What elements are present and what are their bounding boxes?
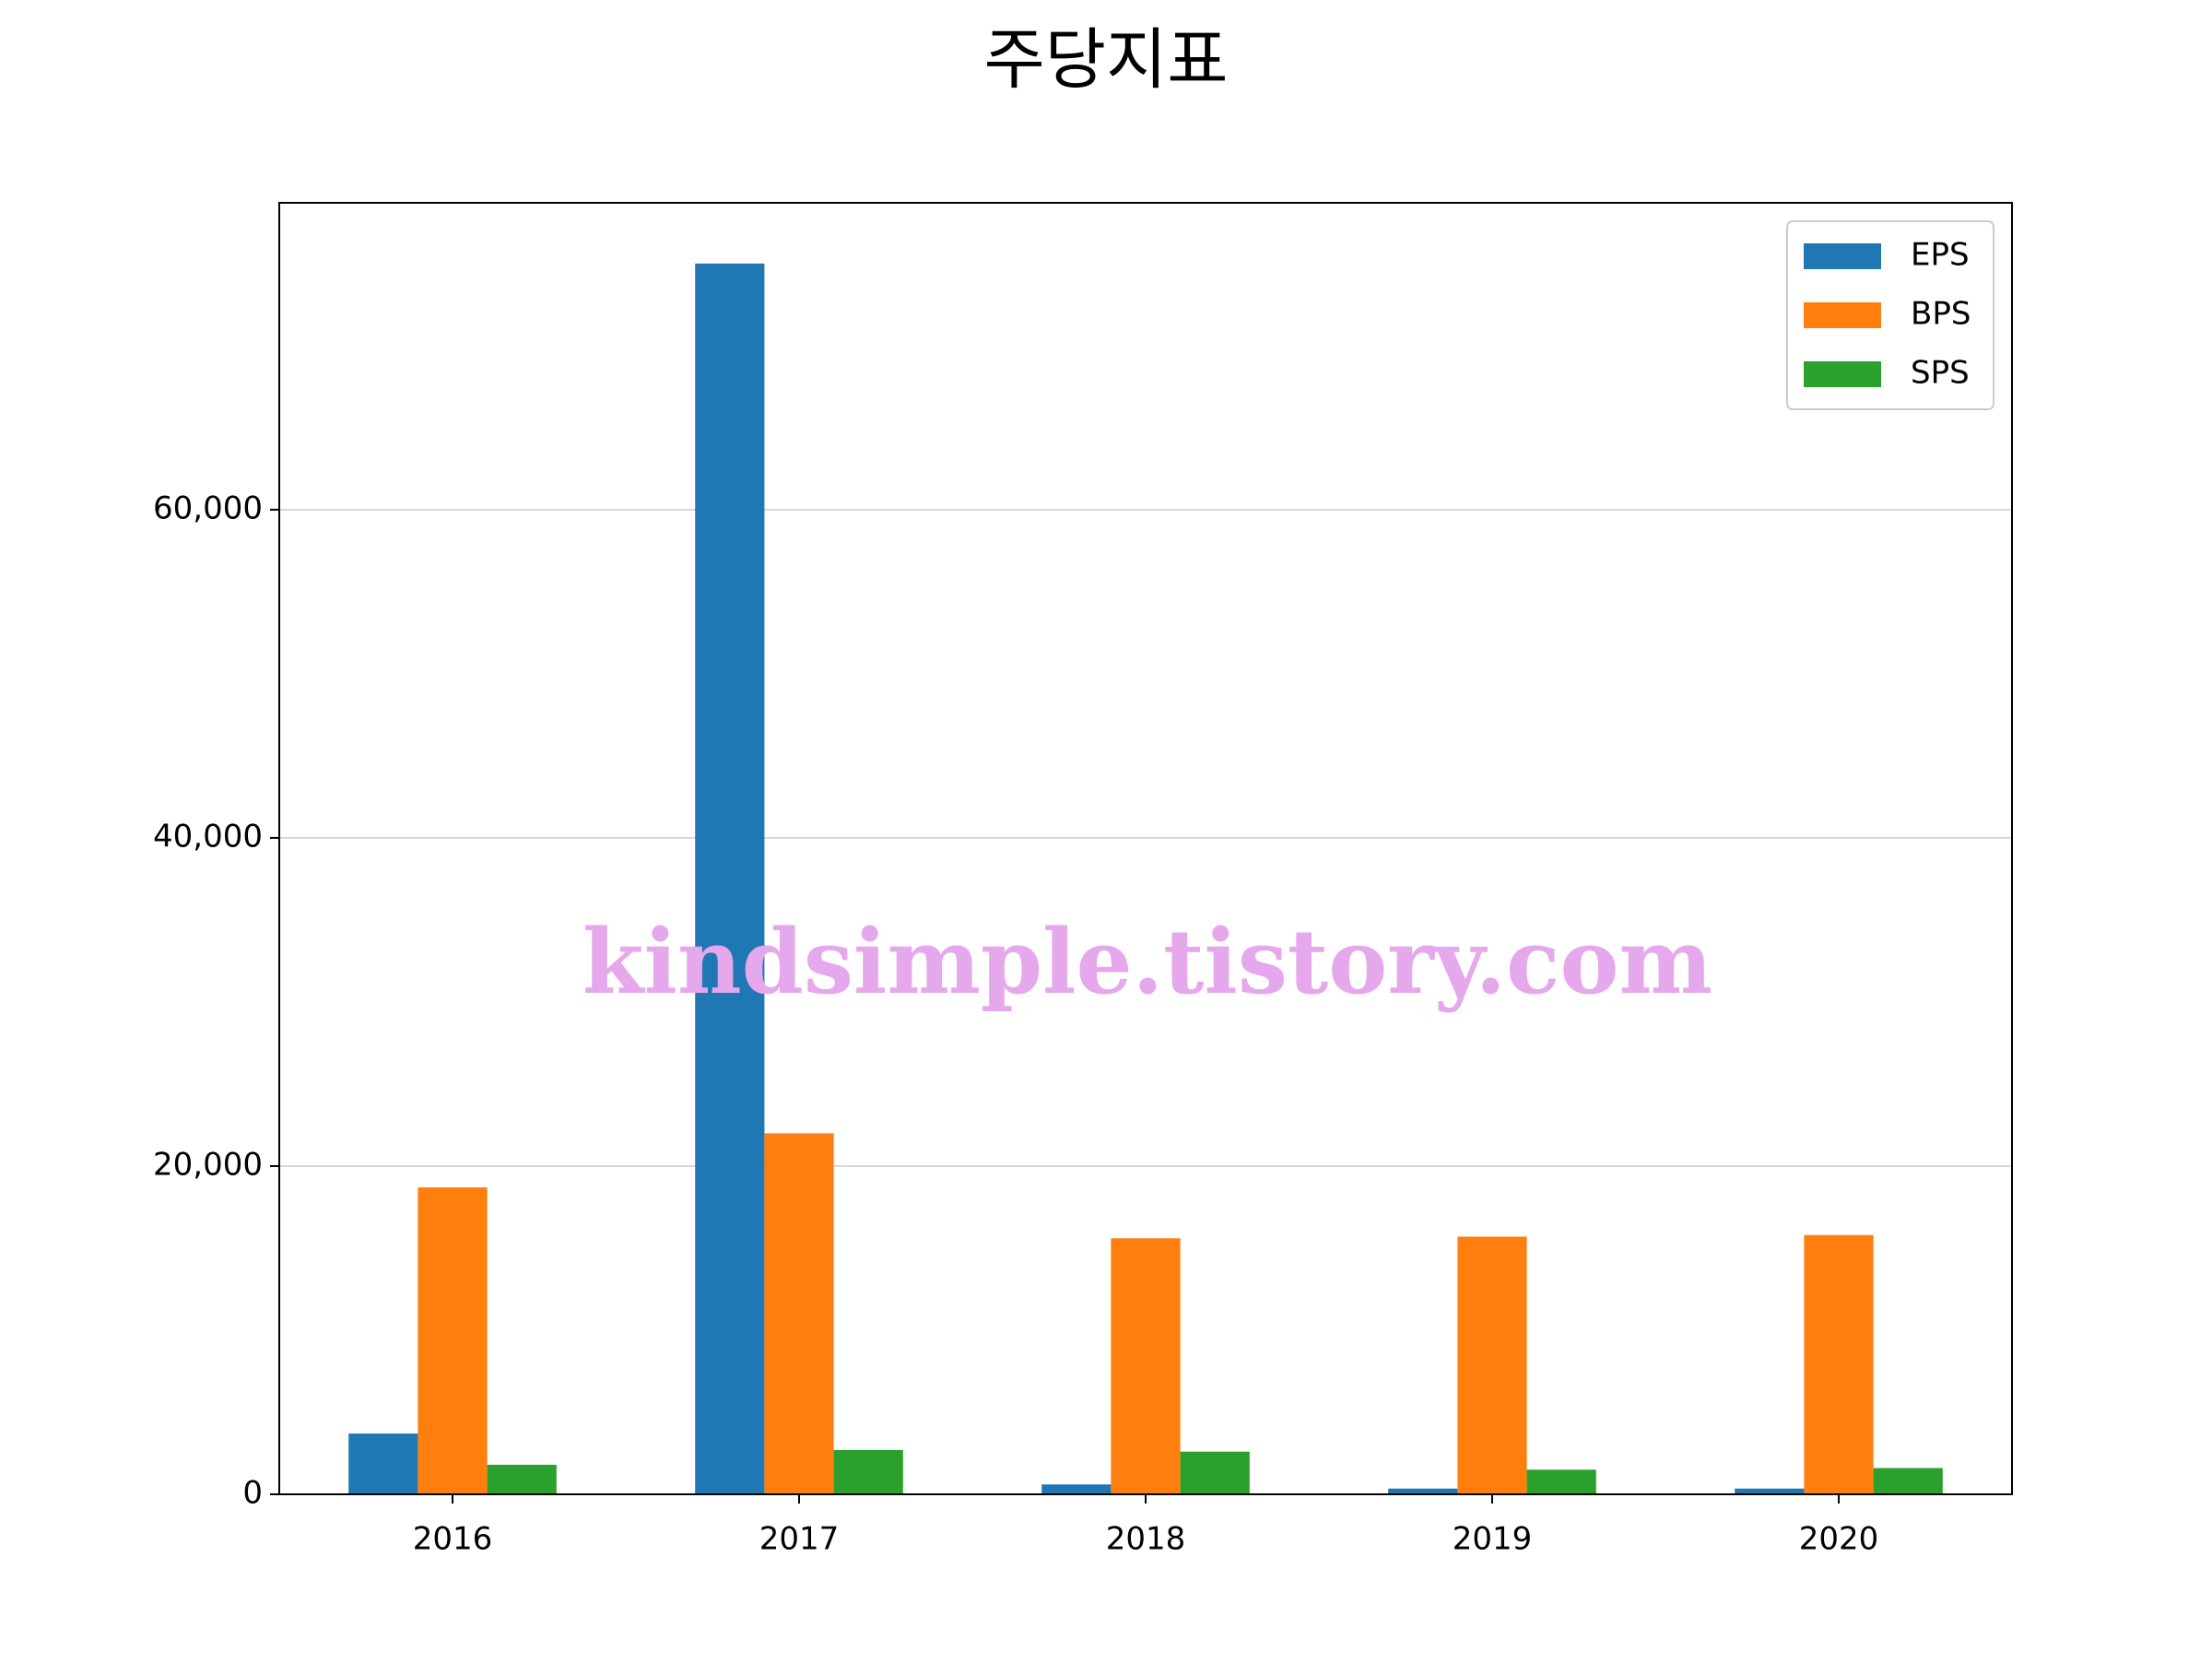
- legend-swatch: [1804, 243, 1881, 269]
- bar: [1180, 1451, 1250, 1494]
- bar: [1526, 1469, 1596, 1494]
- bar: [1735, 1488, 1805, 1494]
- bar: [487, 1464, 557, 1494]
- x-tick-label: 2020: [1799, 1521, 1879, 1558]
- y-tick-label: 0: [242, 1475, 263, 1512]
- chart-title: 주당지표: [984, 21, 1229, 99]
- bar: [418, 1187, 488, 1494]
- y-tick-label: 60,000: [153, 489, 263, 526]
- legend-label: EPS: [1911, 237, 1970, 274]
- legend-label: SPS: [1911, 355, 1970, 392]
- x-tick-label: 2018: [1106, 1521, 1186, 1558]
- bar: [1804, 1234, 1874, 1494]
- y-tick-label: 20,000: [153, 1146, 263, 1183]
- legend-label: BPS: [1911, 296, 1971, 333]
- watermark: kindsimple.tistory.com: [582, 910, 1712, 1014]
- x-tick-label: 2019: [1453, 1521, 1533, 1558]
- legend-swatch: [1804, 361, 1881, 387]
- bar: [1111, 1238, 1181, 1494]
- x-tick-label: 2016: [413, 1521, 493, 1558]
- x-tick-label: 2017: [759, 1521, 840, 1558]
- bar: [1041, 1484, 1112, 1494]
- bar: [1873, 1468, 1943, 1494]
- bar: [764, 1133, 834, 1494]
- bar: [1388, 1488, 1458, 1494]
- plot-frame: [278, 202, 2013, 1495]
- bar: [833, 1449, 903, 1494]
- bar: [695, 263, 765, 1494]
- y-tick-label: 40,000: [153, 818, 263, 855]
- bar: [1457, 1236, 1527, 1494]
- bar: [348, 1433, 418, 1494]
- legend-swatch: [1804, 302, 1881, 328]
